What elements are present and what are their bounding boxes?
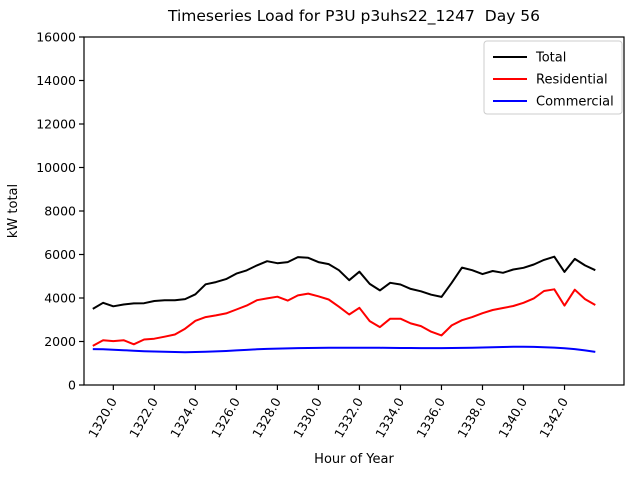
x-tick-label: 1322.0 [126, 395, 161, 440]
legend-label-residential: Residential [536, 73, 608, 88]
x-tick-label: 1334.0 [372, 395, 407, 440]
legend: Total Residential Commercial [483, 40, 623, 115]
y-tick-label: 4000 [44, 291, 76, 306]
x-tick-label: 1330.0 [290, 395, 325, 440]
x-axis-ticks: 1320.0 1322.0 1324.0 1326.0 1328.0 1330.0 1332… [85, 385, 571, 440]
x-tick-label: 1332.0 [331, 395, 366, 440]
y-tick-label: 8000 [44, 204, 76, 219]
x-tick-label: 1328.0 [249, 395, 284, 440]
y-tick-label: 6000 [44, 247, 76, 262]
commercial-line [92, 345, 596, 354]
x-tick-label: 1324.0 [167, 395, 202, 440]
y-tick-label: 14000 [36, 73, 76, 88]
x-tick-label: 1340.0 [495, 395, 530, 440]
y-axis-ticks: 0 2000 4000 6000 8000 10000 12000 14000 16000 [36, 30, 84, 393]
total-line [92, 255, 596, 310]
y-tick-label: 16000 [36, 30, 76, 45]
x-tick-label: 1336.0 [413, 395, 448, 440]
legend-label-total: Total [535, 51, 566, 66]
chart-title: Timeseries Load for P3U p3uhs22_1247 Day… [167, 7, 540, 26]
y-tick-label: 2000 [44, 334, 76, 349]
x-tick-label: 1342.0 [536, 395, 571, 440]
y-axis-label: kW total [6, 184, 21, 238]
y-tick-label: 10000 [36, 160, 76, 175]
y-tick-label: 12000 [36, 117, 76, 132]
legend-label-commercial: Commercial [536, 95, 614, 110]
legend-box [483, 40, 623, 115]
x-tick-label: 1338.0 [454, 395, 489, 440]
x-axis-label: Hour of Year [314, 452, 394, 467]
x-tick-label: 1320.0 [85, 395, 120, 440]
x-tick-label: 1326.0 [208, 395, 243, 440]
plot-lines [92, 255, 596, 354]
residential-line [92, 288, 596, 347]
y-tick-label: 0 [68, 378, 76, 393]
